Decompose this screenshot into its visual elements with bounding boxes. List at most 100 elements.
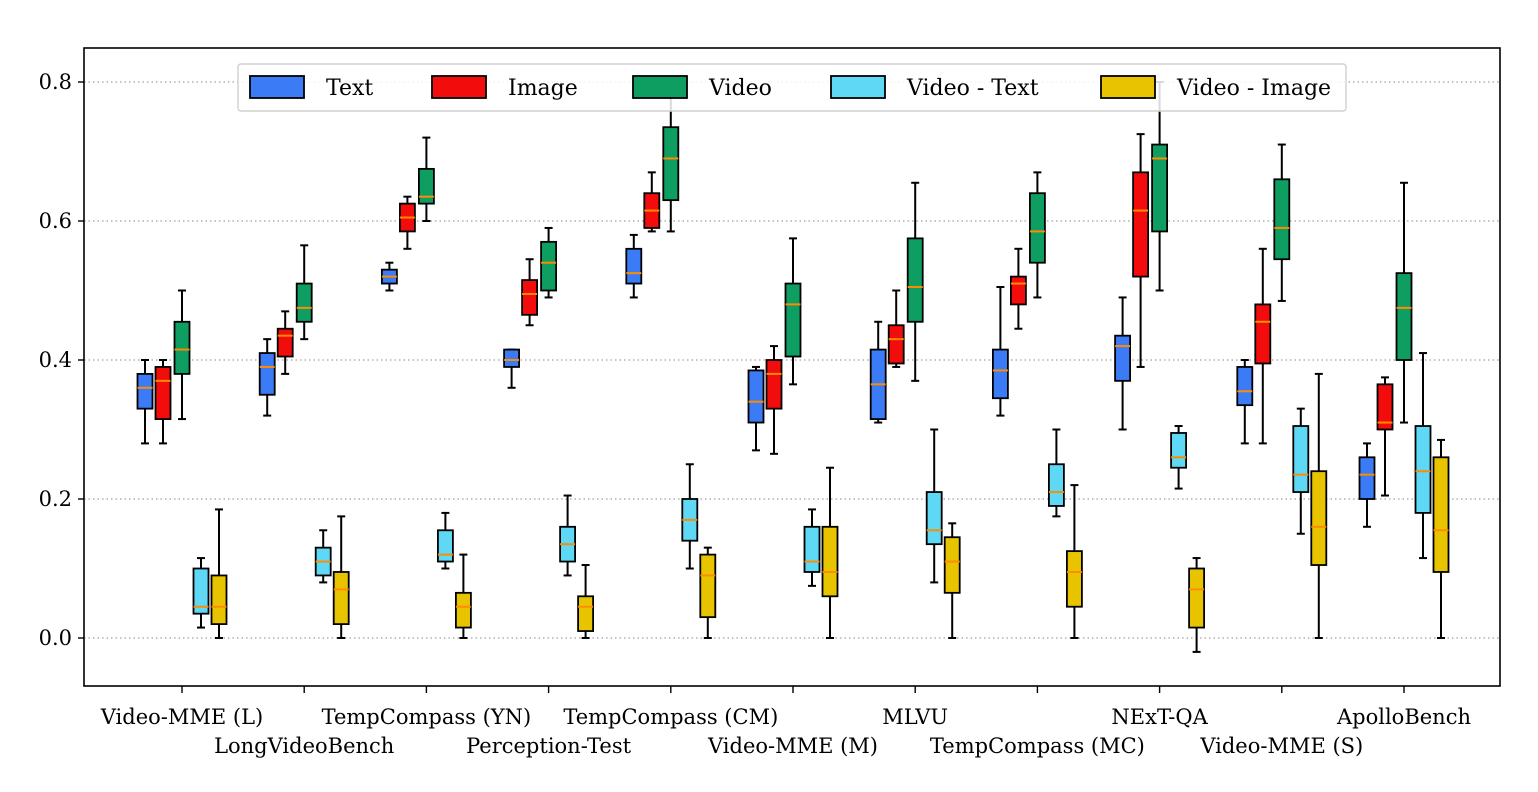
box-body (906, 237, 924, 323)
x-tick-label: TempCompass (MC) (930, 734, 1145, 758)
box-body (1114, 334, 1131, 382)
box-body (1066, 550, 1083, 608)
box-text-10 (1358, 442, 1376, 528)
box-text-0 (136, 359, 154, 445)
box-body (192, 567, 210, 615)
box-body (1010, 275, 1027, 306)
box-video-image-10 (1432, 438, 1450, 639)
box-body (943, 536, 961, 594)
box-text-5 (747, 365, 765, 452)
box-video-image-7 (1066, 484, 1083, 639)
box-video-image-1 (332, 515, 350, 639)
box-body (765, 359, 783, 410)
box-body (992, 348, 1009, 400)
box-body (784, 282, 802, 358)
box-text-4 (625, 233, 643, 299)
box-image-5 (765, 345, 783, 455)
box-video-3 (540, 226, 557, 299)
box-video-10 (1395, 181, 1413, 424)
legend-label: Image (508, 76, 578, 101)
legend-label: Text (326, 76, 373, 101)
box-body (417, 167, 435, 205)
box-text-7 (992, 286, 1009, 417)
box-body (454, 591, 472, 629)
box-image-2 (398, 195, 416, 250)
box-body (1358, 456, 1376, 500)
box-body (1029, 192, 1046, 264)
box-image-3 (521, 258, 538, 327)
box-image-10 (1376, 376, 1394, 497)
x-tick-label: Perception-Test (466, 734, 632, 758)
box-body (925, 491, 943, 546)
box-body (1273, 178, 1291, 261)
box-body (699, 553, 717, 619)
box-video-5 (784, 237, 802, 386)
box-text-1 (258, 338, 276, 417)
legend-item-text: Text (249, 75, 373, 101)
box-video-9 (1273, 143, 1291, 302)
box-image-0 (154, 359, 172, 445)
box-video-6 (906, 181, 924, 382)
box-video-text-9 (1292, 407, 1310, 535)
box-body (625, 247, 643, 285)
x-tick-label: LongVideoBench (214, 734, 394, 758)
box-text-6 (869, 320, 887, 424)
box-body (1170, 432, 1187, 469)
box-body (503, 348, 521, 368)
box-body (803, 525, 821, 573)
box-video-text-8 (1170, 425, 1187, 490)
legend-swatch (830, 75, 886, 99)
box-image-4 (643, 171, 661, 233)
box-body (821, 525, 839, 598)
box-body (1292, 425, 1310, 493)
box-video-8 (1151, 81, 1168, 292)
box-video-text-2 (436, 511, 454, 570)
x-tick-label: Video-MME (L) (100, 705, 263, 729)
box-image-9 (1254, 247, 1272, 445)
box-body (436, 529, 454, 563)
y-tick-label: 0.0 (39, 626, 72, 650)
box-body (1376, 383, 1394, 431)
legend-swatch (431, 75, 487, 99)
box-body (276, 327, 294, 358)
x-tick-label: Video-MME (M) (707, 734, 878, 758)
box-body (136, 372, 154, 410)
y-tick-label: 0.8 (39, 70, 72, 94)
box-text-9 (1236, 359, 1254, 445)
legend-item-video-text: Video - Text (830, 75, 1039, 101)
x-axis: Video-MME (L) LongVideoBench TempCompass (… (100, 686, 1471, 758)
box-video-image-6 (943, 522, 961, 639)
box-body (1132, 171, 1149, 278)
legend-label: Video - Image (1176, 76, 1331, 101)
box-image-6 (887, 289, 905, 368)
box-video-image-5 (821, 466, 839, 639)
x-tick-label: ApolloBench (1336, 705, 1471, 729)
legend-swatch (1100, 75, 1156, 99)
legend-swatch (632, 75, 688, 99)
box-video-1 (295, 244, 313, 341)
box-body (1048, 463, 1065, 507)
x-tick-label: TempCompass (CM) (563, 705, 778, 729)
x-tick-label: Video-MME (S) (1199, 734, 1363, 758)
y-axis: 0.0 0.2 0.4 0.6 0.8 (39, 70, 84, 650)
box-video-image-2 (454, 553, 472, 639)
x-tick-label: NExT-QA (1111, 705, 1208, 729)
box-body (1395, 272, 1413, 361)
legend-label: Video (708, 76, 772, 101)
box-body (662, 126, 680, 202)
box-body (887, 324, 905, 365)
box-video-text-10 (1414, 352, 1432, 560)
box-body (1188, 567, 1205, 629)
box-video-0 (173, 289, 191, 421)
box-text-2 (380, 261, 398, 292)
box-video-2 (417, 136, 435, 222)
box-text-3 (503, 348, 521, 389)
y-tick-label: 0.2 (39, 487, 72, 511)
legend-item-video: Video (632, 75, 772, 101)
legend: Text Image Video Video - Text Video - Image (237, 63, 1347, 112)
box-body (173, 320, 191, 375)
box-video-text-3 (559, 494, 576, 577)
box-text-8 (1114, 296, 1131, 431)
box-body (295, 282, 313, 323)
